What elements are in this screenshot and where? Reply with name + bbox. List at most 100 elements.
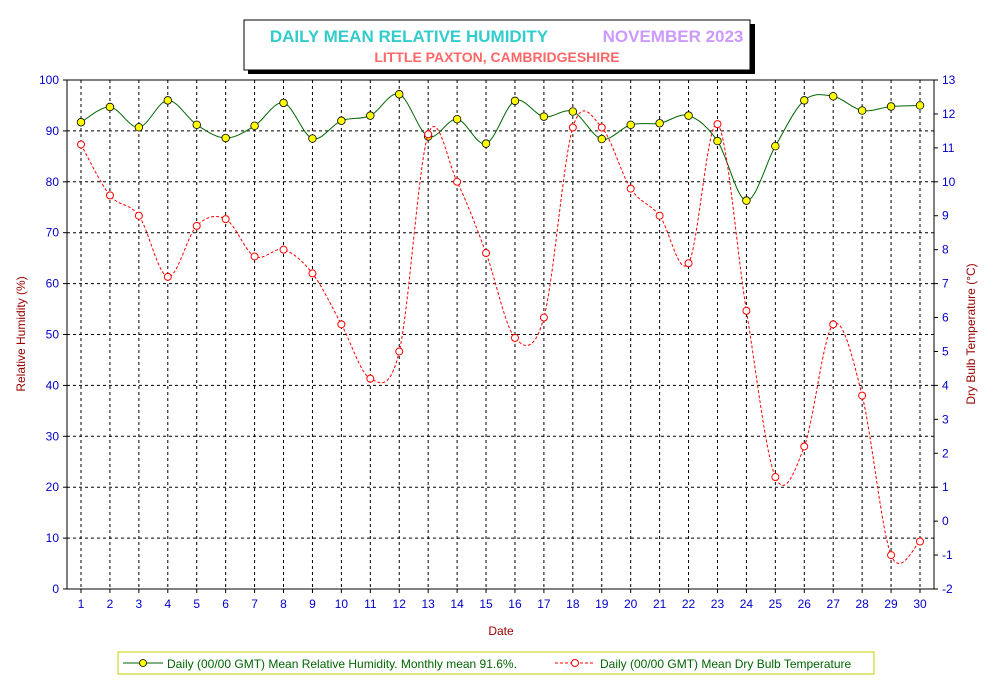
right-tick-label: 11 xyxy=(942,141,955,155)
temperature-point xyxy=(395,347,404,356)
left-tick-label: 40 xyxy=(46,378,60,392)
left-tick-label: 0 xyxy=(52,582,59,596)
temperature-point xyxy=(77,140,85,149)
humidity-point xyxy=(105,102,115,112)
humidity-point xyxy=(915,101,925,110)
temperature-point xyxy=(279,245,288,254)
temperature-point xyxy=(568,123,577,132)
temperature-point xyxy=(453,177,462,186)
x-tick-label: 12 xyxy=(393,597,407,611)
x-tick-label: 20 xyxy=(624,597,638,611)
x-axis-tick-labels: 1 2 3 4 5 6 7 8 9 10 11 12 13 14 15 16 17 18 19 20 21 22 23 24 2… xyxy=(78,597,927,611)
x-tick-label: 11 xyxy=(364,597,377,611)
title-box: DAILY MEAN RELATIVE HUMIDITY NOVEMBER 20… xyxy=(243,19,755,74)
temperature-point xyxy=(684,259,693,268)
left-tick-label: 20 xyxy=(46,480,60,494)
x-tick-label: 24 xyxy=(740,597,754,611)
x-tick-label: 15 xyxy=(479,597,493,611)
humidity-point xyxy=(221,133,230,143)
left-tick-label: 60 xyxy=(46,277,60,291)
grid xyxy=(67,80,934,589)
temperature-point xyxy=(742,306,751,315)
humidity-point xyxy=(886,102,896,111)
temperature-point xyxy=(308,269,317,278)
x-tick-label: 21 xyxy=(653,597,667,611)
right-tick-label: 5 xyxy=(942,344,949,358)
temperature-point xyxy=(134,211,143,220)
left-tick-label: 100 xyxy=(39,73,59,87)
right-tick-label: 9 xyxy=(942,209,949,223)
right-tick-label: 3 xyxy=(942,412,949,426)
humidity-point xyxy=(568,107,578,116)
right-tick-label: 7 xyxy=(942,277,949,291)
x-tick-label: 3 xyxy=(136,597,143,611)
right-tick-label: 4 xyxy=(942,378,949,392)
right-tick-label: 12 xyxy=(942,107,956,121)
humidity-point xyxy=(134,123,144,132)
x-tick-label: 19 xyxy=(595,597,609,611)
temperature-point xyxy=(482,249,491,258)
temperature-line xyxy=(80,110,921,564)
temperature-point xyxy=(597,123,606,132)
humidity-point xyxy=(337,116,346,125)
right-tick-label: 1 xyxy=(942,480,949,494)
x-tick-label: 17 xyxy=(537,597,551,611)
axes xyxy=(63,79,938,593)
legend-temperature-marker xyxy=(571,659,579,667)
temperature-point xyxy=(337,320,346,329)
temperature-point xyxy=(510,333,519,342)
left-tick-label: 90 xyxy=(46,124,60,138)
humidity-point xyxy=(539,112,549,121)
legend-humidity-marker xyxy=(139,659,147,667)
chart-title-month: NOVEMBER 2023 xyxy=(603,27,744,46)
temperature-point xyxy=(163,272,172,281)
x-tick-label: 16 xyxy=(508,597,522,611)
temperature-point xyxy=(221,215,230,224)
x-tick-label: 4 xyxy=(164,597,171,611)
x-tick-label: 30 xyxy=(913,597,927,611)
humidity-point xyxy=(829,92,838,101)
x-tick-label: 29 xyxy=(884,597,898,611)
temperature-point xyxy=(713,120,722,129)
temperature-point xyxy=(887,551,896,560)
humidity-point xyxy=(510,96,520,106)
x-tick-label: 22 xyxy=(682,597,696,611)
right-tick-label: 2 xyxy=(942,446,949,460)
x-tick-label: 18 xyxy=(566,597,580,611)
x-tick-label: 9 xyxy=(309,597,316,611)
humidity-point xyxy=(684,111,693,120)
right-tick-label: -1 xyxy=(942,548,953,562)
humidity-point xyxy=(192,120,201,129)
humidity-point xyxy=(481,139,491,148)
humidity-point xyxy=(308,134,317,143)
humidity-series xyxy=(76,90,925,205)
temperature-point xyxy=(800,442,809,451)
humidity-point xyxy=(279,98,288,108)
temperature-point xyxy=(916,537,924,546)
left-tick-label: 80 xyxy=(46,175,60,189)
y2-axis-label: Dry Bulb Temperature (°C) xyxy=(964,263,978,404)
humidity-point xyxy=(452,114,462,124)
x-tick-label: 26 xyxy=(798,597,812,611)
x-tick-label: 8 xyxy=(280,597,287,611)
temperature-point xyxy=(539,313,548,322)
temperature-point xyxy=(655,211,664,220)
humidity-point xyxy=(163,96,172,105)
x-tick-label: 1 xyxy=(78,597,85,611)
humidity-point xyxy=(857,106,867,115)
humidity-point xyxy=(655,119,664,128)
temperature-point xyxy=(858,391,867,400)
temperature-point xyxy=(771,473,780,482)
temperature-point xyxy=(250,252,259,261)
humidity-point xyxy=(597,134,606,144)
humidity-point xyxy=(713,136,722,146)
x-tick-label: 14 xyxy=(450,597,464,611)
humidity-point xyxy=(800,96,809,105)
left-tick-label: 50 xyxy=(46,328,60,342)
humidity-point xyxy=(771,141,780,151)
right-tick-label: 6 xyxy=(942,311,949,325)
x-tick-label: 27 xyxy=(827,597,841,611)
left-tick-label: 30 xyxy=(46,429,60,443)
